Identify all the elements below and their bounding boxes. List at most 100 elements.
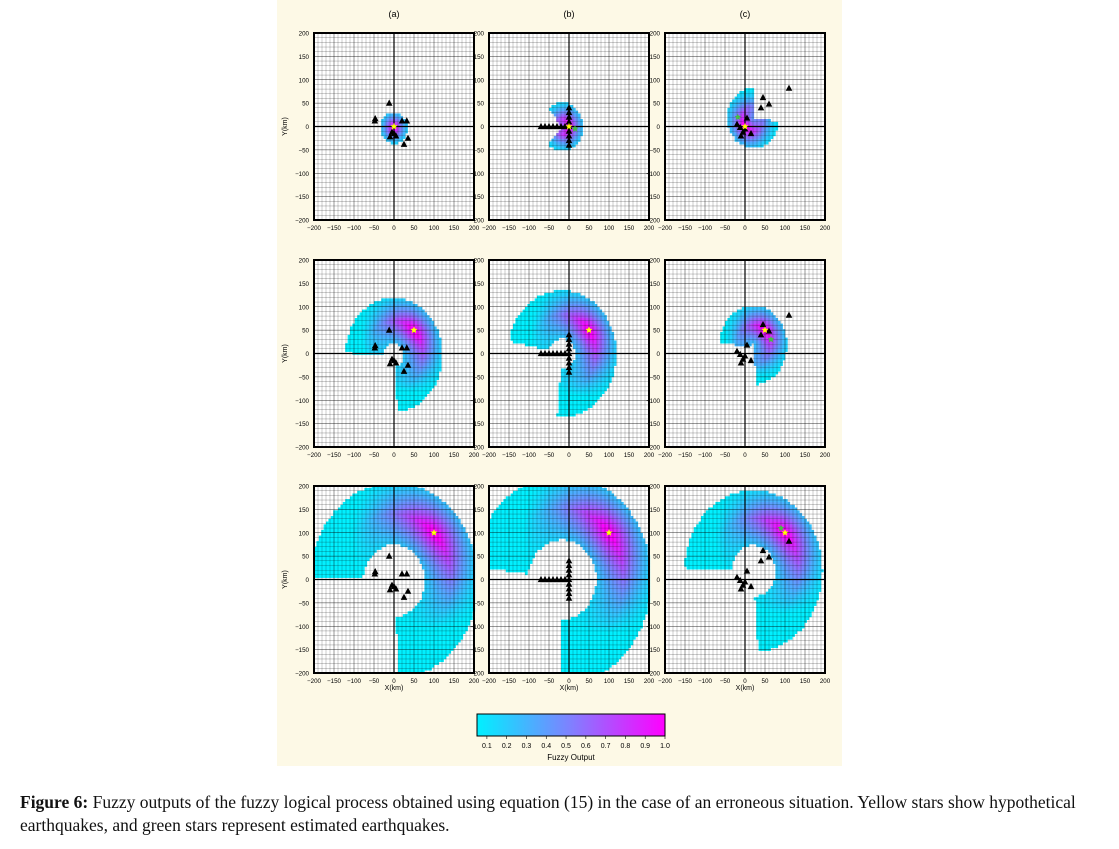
- x-tick-label: 150: [624, 452, 635, 459]
- y-tick-label: −150: [470, 647, 484, 654]
- x-tick-label: 150: [624, 225, 635, 232]
- panel-frame: [488, 485, 650, 674]
- panel-frame: [664, 485, 826, 674]
- y-tick-label: 100: [474, 77, 485, 84]
- x-tick-label: −200: [658, 678, 672, 685]
- station-triangle-icon: [565, 132, 573, 139]
- x-tick-label: 200: [820, 452, 831, 459]
- station-triangle-icon: [765, 327, 773, 334]
- hypothetical-star-icon: [741, 122, 749, 130]
- station-triangle-icon: [759, 546, 767, 554]
- station-triangle-icon: [371, 567, 379, 575]
- x-tick-label: 150: [800, 452, 811, 459]
- y-tick-label: −100: [295, 171, 309, 178]
- station-triangle-icon: [565, 566, 573, 573]
- station-triangle-icon: [733, 120, 741, 127]
- y-tick-label: −200: [646, 218, 660, 225]
- station-triangle-icon: [398, 117, 406, 124]
- station-triangle-icon: [565, 335, 573, 343]
- y-tick-label: −50: [474, 374, 485, 381]
- station-triangle-icon: [737, 585, 745, 592]
- hypothetical-star-icon: [585, 326, 593, 334]
- y-tick-label: −100: [295, 624, 309, 631]
- hypothetical-star-icon: [781, 529, 789, 536]
- x-tick-label: 0: [392, 452, 396, 459]
- y-tick-label: −50: [299, 374, 310, 381]
- colorbar-tick-label: 0.7: [601, 743, 611, 750]
- x-tick-label: 50: [762, 452, 769, 459]
- x-axis-label: X(km): [560, 685, 579, 692]
- station-triangle-icon: [785, 311, 793, 318]
- station-triangle-icon: [739, 581, 747, 588]
- panel-3a: −200 −150 −100 −50 0 50 100 150 200 −200 −150 −100 −…: [282, 484, 480, 693]
- station-triangle-icon: [565, 136, 573, 144]
- station-triangle-icon: [565, 594, 573, 601]
- x-tick-label: 200: [820, 678, 831, 685]
- x-tick-label: −150: [327, 225, 341, 232]
- x-tick-label: 50: [411, 678, 418, 685]
- x-tick-label: 0: [392, 225, 396, 232]
- y-tick-label: 100: [299, 304, 310, 311]
- x-tick-label: 50: [411, 225, 418, 232]
- x-tick-label: −100: [698, 678, 712, 685]
- station-triangle-icon: [400, 593, 408, 600]
- x-tick-label: −100: [522, 678, 536, 685]
- x-tick-label: 100: [604, 452, 615, 459]
- y-tick-label: 0: [657, 124, 661, 131]
- x-tick-label: −200: [482, 225, 496, 232]
- colorbar-tick-label: 0.3: [522, 743, 532, 750]
- x-tick-label: 0: [743, 452, 747, 459]
- station-triangle-icon: [565, 589, 573, 597]
- panel-frame: [313, 485, 475, 674]
- station-triangle-icon: [565, 368, 573, 375]
- y-tick-label: −50: [650, 600, 661, 607]
- panel-frame: [488, 32, 650, 221]
- station-triangle-icon: [385, 326, 393, 333]
- x-tick-label: −200: [658, 225, 672, 232]
- y-tick-label: 50: [302, 101, 309, 108]
- y-tick-label: −150: [646, 194, 660, 201]
- x-tick-label: 50: [762, 678, 769, 685]
- hypothetical-star-icon: [430, 529, 438, 536]
- station-triangle-icon: [398, 344, 406, 351]
- y-tick-label: 150: [650, 507, 661, 514]
- y-tick-label: −200: [295, 445, 309, 452]
- y-tick-label: −150: [646, 421, 660, 428]
- station-triangle-icon: [404, 361, 412, 368]
- station-triangle-icon: [743, 114, 751, 121]
- station-triangle-icon: [398, 570, 406, 577]
- x-tick-label: 50: [586, 225, 593, 232]
- x-tick-label: −150: [678, 678, 692, 685]
- station-triangle-icon: [386, 133, 394, 140]
- y-tick-label: −150: [295, 194, 309, 201]
- station-triangle-icon: [404, 134, 412, 141]
- y-tick-label: 50: [653, 554, 660, 561]
- y-tick-label: 0: [481, 577, 485, 584]
- y-tick-label: −200: [470, 671, 484, 678]
- station-triangle-icon: [386, 586, 394, 593]
- station-triangle-icon: [400, 140, 408, 147]
- y-tick-label: 200: [474, 258, 485, 265]
- x-tick-label: 150: [800, 225, 811, 232]
- colorbar-tick-label: 0.8: [621, 743, 631, 750]
- station-triangle-icon: [747, 582, 755, 590]
- y-tick-label: −200: [295, 671, 309, 678]
- x-tick-label: 0: [392, 678, 396, 685]
- y-tick-label: 50: [302, 554, 309, 561]
- y-tick-label: 100: [650, 304, 661, 311]
- x-tick-label: 200: [469, 678, 480, 685]
- station-triangle-icon: [565, 331, 573, 338]
- station-triangle-icon: [403, 117, 411, 124]
- station-triangle-icon: [765, 100, 773, 107]
- estimated-star-icon: [777, 524, 785, 531]
- y-tick-label: −200: [646, 671, 660, 678]
- x-tick-label: −50: [720, 678, 731, 685]
- y-tick-label: 100: [474, 304, 485, 311]
- x-tick-label: −100: [347, 452, 361, 459]
- y-tick-label: 100: [650, 77, 661, 84]
- station-triangle-icon: [565, 345, 573, 352]
- y-tick-label: 200: [650, 258, 661, 265]
